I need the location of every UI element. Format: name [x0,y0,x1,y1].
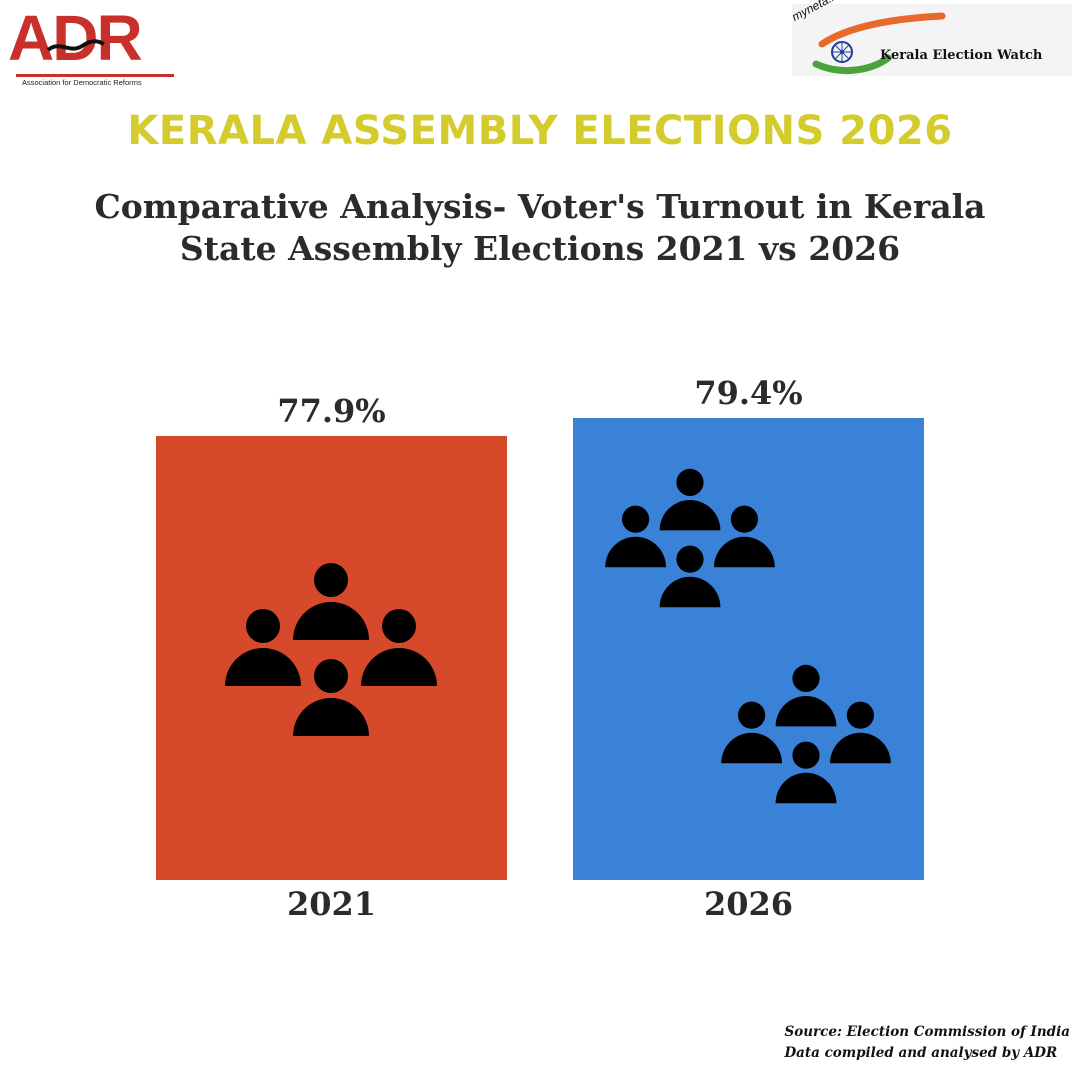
x-tick-label-2021: 2021 [287,885,376,923]
adr-logo: ADR Association for Democratic Reforms [8,2,174,87]
chart-subtitle-line-2: State Assembly Elections 2021 vs 2026 [179,229,901,268]
bar-2021 [156,436,507,880]
adr-logo-letters: ADR [8,2,143,74]
compiled-line: Data compiled and analysed by ADR [784,1045,1058,1061]
myneta-arcs-icon [812,12,946,74]
source-note: Source: Election Commission of India Dat… [784,1022,1070,1064]
adr-swoosh-icon [46,39,105,52]
page-headline: KERALA ASSEMBLY ELECTIONS 2026 [127,108,953,154]
group-icon-2026-bottom [721,664,891,804]
bar-2026 [573,418,924,880]
adr-logo-subtitle: Association for Democratic Reforms [22,78,142,87]
chart-subtitle-line-1: Comparative Analysis- Voter's Turnout in… [94,187,986,226]
group-icon-2021 [225,563,437,736]
group-icon-2026-top [605,468,775,608]
adr-underline [16,74,174,77]
myneta-title: Kerala Election Watch [880,48,1043,63]
chart-subtitle: Comparative Analysis- Voter's Turnout in… [40,186,1040,270]
x-tick-label-2026: 2026 [704,885,793,923]
myneta-logo: myneta.info Kerala Election Watch [789,0,1072,76]
source-line: Source: Election Commission of India [784,1024,1070,1040]
data-label-2026: 79.4% [694,374,802,412]
data-label-2021: 77.9% [277,392,385,430]
